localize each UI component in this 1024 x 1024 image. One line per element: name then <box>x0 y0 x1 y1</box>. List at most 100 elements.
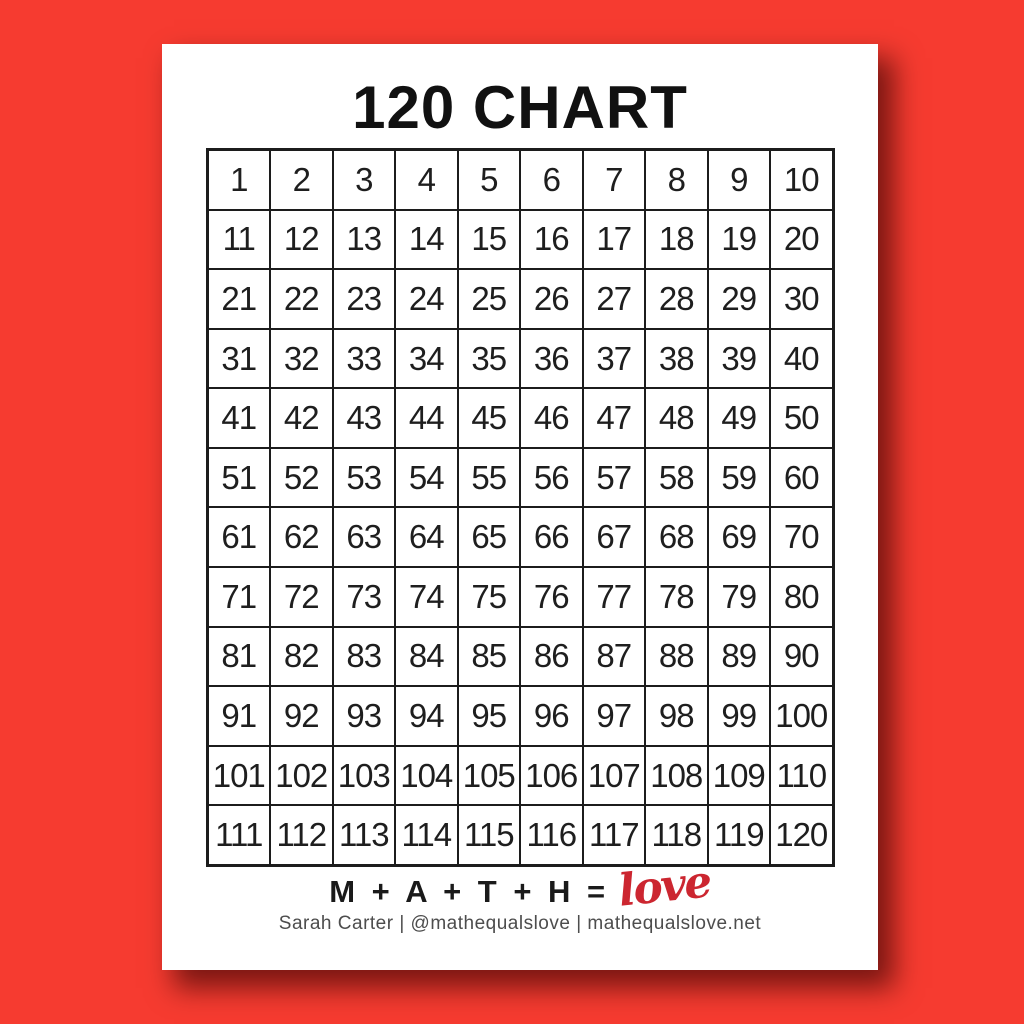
grid-cell-32: 32 <box>270 328 333 389</box>
credit-line: Sarah Carter | @mathequalslove | mathequ… <box>278 913 762 934</box>
grid-cell-46: 46 <box>520 388 583 448</box>
grid-cell-69: 69 <box>707 507 770 568</box>
grid-cell-18: 18 <box>645 209 708 270</box>
grid-cell-93: 93 <box>332 686 395 746</box>
grid-cell-22: 22 <box>270 269 333 329</box>
grid-cell-103: 103 <box>332 745 395 806</box>
grid-cell-104: 104 <box>395 745 458 806</box>
grid-cell-21: 21 <box>207 269 270 329</box>
grid-cell-97: 97 <box>582 686 645 746</box>
grid-cell-116: 116 <box>520 805 583 865</box>
grid-cell-90: 90 <box>770 626 833 687</box>
worksheet-page: 120 CHART 1 2 3 4 5 6 7 8 9 10 11 12 13 14 15 16 17 18 19 2… <box>162 44 878 970</box>
grid-cell-47: 47 <box>582 388 645 448</box>
number-grid: 1 2 3 4 5 6 7 8 9 10 11 12 13 14 15 16 17 18 19 20 21 22 23 24 2… <box>205 148 835 867</box>
grid-cell-113: 113 <box>332 805 395 865</box>
grid-cell-10: 10 <box>770 150 833 210</box>
math-equation-text: M + A + T + H = <box>329 873 610 909</box>
grid-cell-50: 50 <box>770 388 833 448</box>
grid-cell-58: 58 <box>645 447 708 508</box>
grid-cell-45: 45 <box>457 388 520 448</box>
grid-cell-57: 57 <box>582 447 645 508</box>
grid-cell-11: 11 <box>207 209 270 270</box>
grid-cell-85: 85 <box>457 626 520 687</box>
grid-cell-114: 114 <box>395 805 458 865</box>
grid-cell-37: 37 <box>582 328 645 389</box>
grid-cell-88: 88 <box>645 626 708 687</box>
grid-cell-4: 4 <box>395 150 458 210</box>
grid-cell-30: 30 <box>770 269 833 329</box>
grid-cell-111: 111 <box>207 805 270 865</box>
grid-cell-71: 71 <box>207 567 270 627</box>
grid-cell-82: 82 <box>270 626 333 687</box>
grid-cell-77: 77 <box>582 567 645 627</box>
grid-cell-118: 118 <box>645 805 708 865</box>
grid-cell-41: 41 <box>207 388 270 448</box>
grid-cell-52: 52 <box>270 447 333 508</box>
grid-cell-26: 26 <box>520 269 583 329</box>
grid-cell-91: 91 <box>207 686 270 746</box>
grid-cell-98: 98 <box>645 686 708 746</box>
grid-cell-60: 60 <box>770 447 833 508</box>
grid-cell-17: 17 <box>582 209 645 270</box>
grid-cell-55: 55 <box>457 447 520 508</box>
grid-cell-64: 64 <box>395 507 458 568</box>
grid-cell-80: 80 <box>770 567 833 627</box>
grid-cell-107: 107 <box>582 745 645 806</box>
grid-cell-27: 27 <box>582 269 645 329</box>
grid-cell-74: 74 <box>395 567 458 627</box>
grid-cell-31: 31 <box>207 328 270 389</box>
grid-cell-54: 54 <box>395 447 458 508</box>
grid-cell-95: 95 <box>457 686 520 746</box>
grid-cell-7: 7 <box>582 150 645 210</box>
grid-cell-36: 36 <box>520 328 583 389</box>
grid-cell-78: 78 <box>645 567 708 627</box>
grid-cell-59: 59 <box>707 447 770 508</box>
grid-cell-108: 108 <box>645 745 708 806</box>
grid-cell-99: 99 <box>707 686 770 746</box>
grid-cell-62: 62 <box>270 507 333 568</box>
grid-cell-105: 105 <box>457 745 520 806</box>
grid-cell-65: 65 <box>457 507 520 568</box>
grid-cell-100: 100 <box>770 686 833 746</box>
grid-cell-35: 35 <box>457 328 520 389</box>
grid-cell-34: 34 <box>395 328 458 389</box>
grid-cell-9: 9 <box>707 150 770 210</box>
grid-cell-24: 24 <box>395 269 458 329</box>
grid-cell-117: 117 <box>582 805 645 865</box>
grid-cell-5: 5 <box>457 150 520 210</box>
grid-cell-94: 94 <box>395 686 458 746</box>
grid-cell-110: 110 <box>770 745 833 806</box>
grid-cell-115: 115 <box>457 805 520 865</box>
grid-cell-53: 53 <box>332 447 395 508</box>
grid-cell-19: 19 <box>707 209 770 270</box>
grid-cell-79: 79 <box>707 567 770 627</box>
grid-cell-83: 83 <box>332 626 395 687</box>
grid-cell-120: 120 <box>770 805 833 865</box>
grid-cell-76: 76 <box>520 567 583 627</box>
grid-cell-73: 73 <box>332 567 395 627</box>
grid-cell-49: 49 <box>707 388 770 448</box>
grid-cell-112: 112 <box>270 805 333 865</box>
grid-cell-2: 2 <box>270 150 333 210</box>
grid-cell-13: 13 <box>332 209 395 270</box>
page-title: 120 CHART <box>352 74 688 141</box>
grid-cell-42: 42 <box>270 388 333 448</box>
grid-cell-38: 38 <box>645 328 708 389</box>
grid-cell-44: 44 <box>395 388 458 448</box>
grid-cell-14: 14 <box>395 209 458 270</box>
grid-cell-29: 29 <box>707 269 770 329</box>
grid-cell-109: 109 <box>707 745 770 806</box>
grid-cell-8: 8 <box>645 150 708 210</box>
grid-cell-96: 96 <box>520 686 583 746</box>
grid-cell-15: 15 <box>457 209 520 270</box>
grid-cell-87: 87 <box>582 626 645 687</box>
grid-cell-66: 66 <box>520 507 583 568</box>
grid-cell-89: 89 <box>707 626 770 687</box>
grid-cell-86: 86 <box>520 626 583 687</box>
grid-cell-119: 119 <box>707 805 770 865</box>
grid-cell-63: 63 <box>332 507 395 568</box>
grid-cell-6: 6 <box>520 150 583 210</box>
footer-equation: M + A + T + H = love <box>329 856 713 916</box>
